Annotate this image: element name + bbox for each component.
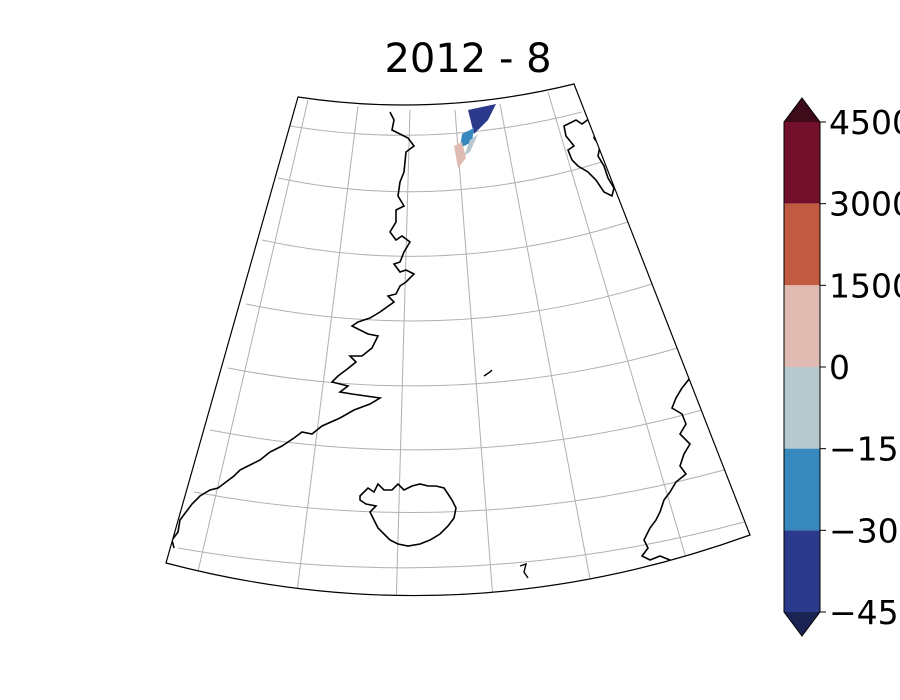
colorbar-tick-label: 3000 — [829, 185, 900, 224]
data-cell — [464, 134, 478, 156]
colorbar-extend-min — [784, 612, 820, 636]
colorbar-band — [784, 530, 820, 612]
colorbar-tick-label: 4500 — [829, 103, 900, 142]
greenland-coast — [171, 111, 416, 549]
map-title: 2012 - 8 — [384, 36, 552, 82]
colorbar-band — [784, 285, 820, 367]
colorbar-band — [784, 448, 820, 531]
map-frame — [165, 83, 751, 597]
jan-mayen — [483, 369, 493, 377]
colorbar-tick-label: −3000 — [829, 511, 900, 550]
colorbar-band — [784, 367, 820, 449]
data-cell — [454, 142, 466, 168]
faroe-islands — [519, 562, 529, 579]
meridian-gridlines — [195, 91, 693, 596]
latitude-gridlines — [177, 111, 745, 569]
colorbar-tick-label: −4500 — [829, 593, 900, 632]
colorbar-bands — [783, 97, 821, 637]
norway-coast — [640, 367, 701, 561]
colorbar-band — [784, 122, 820, 204]
colorbar-band — [784, 203, 820, 286]
data-cell — [468, 104, 496, 134]
colorbar-extend-max — [784, 98, 820, 122]
data-patch — [454, 104, 496, 168]
data-cell — [460, 128, 474, 148]
iceland-coast — [359, 482, 457, 547]
colorbar-tick-label: 0 — [829, 348, 850, 387]
